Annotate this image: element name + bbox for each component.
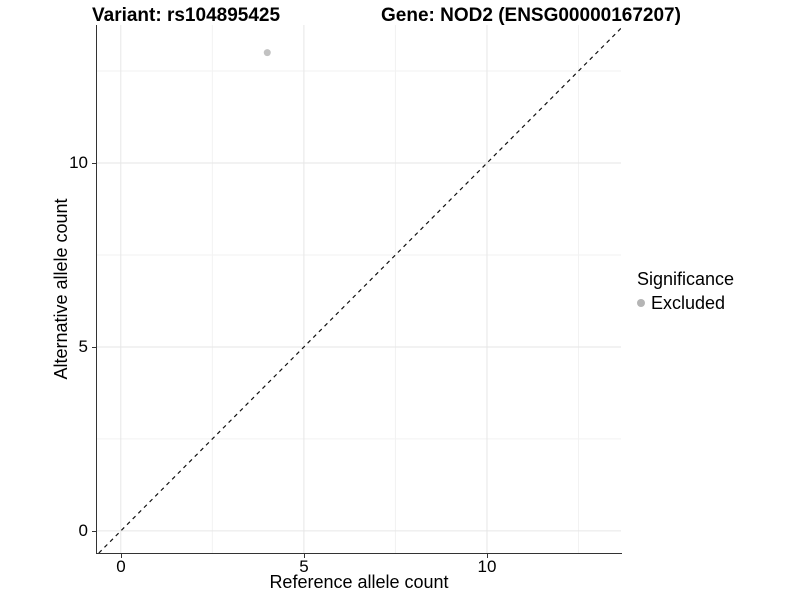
identity-line [98, 27, 621, 553]
y-tick-mark [92, 347, 96, 348]
legend: Significance Excluded [637, 268, 734, 314]
x-tick-mark [487, 554, 488, 558]
y-tick-mark [92, 163, 96, 164]
data-point [263, 49, 271, 57]
x-tick-label: 10 [477, 557, 497, 576]
y-axis-label: Alternative allele count [51, 198, 71, 380]
y-tick-mark [92, 531, 96, 532]
legend-title: Significance [637, 269, 735, 289]
scatter-plot-svg [97, 25, 621, 553]
plot-panel [97, 25, 621, 553]
x-tick-mark [304, 554, 305, 558]
x-tick-label: 0 [116, 557, 126, 576]
y-tick-label: 10 [69, 153, 88, 172]
y-tick-label: 0 [78, 521, 88, 540]
y-tick-label: 5 [78, 337, 88, 356]
y-axis-line [96, 25, 97, 554]
plot-title-gene: Gene: NOD2 (ENSG00000167207) [381, 5, 681, 26]
legend-item-label: Excluded [651, 293, 726, 313]
x-tick-mark [121, 554, 122, 558]
x-axis-label: Reference allele count [269, 572, 449, 592]
excluded-point-icon [637, 299, 645, 307]
plot-title-variant: Variant: rs104895425 [92, 5, 281, 26]
x-axis-line [96, 553, 622, 554]
legend-item-excluded: Excluded [637, 292, 734, 314]
x-tick-label: 5 [299, 557, 309, 576]
